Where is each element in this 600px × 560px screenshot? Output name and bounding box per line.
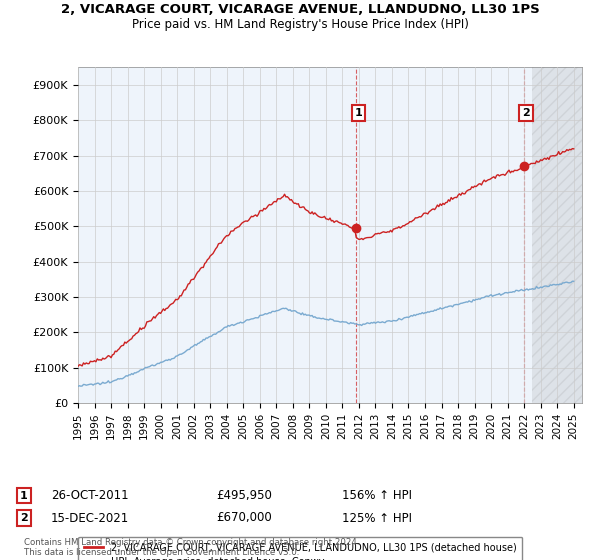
Bar bbox=[532, 67, 582, 403]
Text: £495,950: £495,950 bbox=[216, 489, 272, 502]
Text: 1: 1 bbox=[355, 108, 362, 118]
Legend: 2, VICARAGE COURT, VICARAGE AVENUE, LLANDUDNO, LL30 1PS (detached house), HPI: A: 2, VICARAGE COURT, VICARAGE AVENUE, LLAN… bbox=[78, 536, 523, 560]
Text: 156% ↑ HPI: 156% ↑ HPI bbox=[342, 489, 412, 502]
Text: 2: 2 bbox=[20, 513, 28, 523]
Text: 26-OCT-2011: 26-OCT-2011 bbox=[51, 489, 128, 502]
Text: 1: 1 bbox=[20, 491, 28, 501]
Text: 15-DEC-2021: 15-DEC-2021 bbox=[51, 511, 129, 525]
Text: 2: 2 bbox=[522, 108, 530, 118]
Text: Price paid vs. HM Land Registry's House Price Index (HPI): Price paid vs. HM Land Registry's House … bbox=[131, 18, 469, 31]
Text: 2, VICARAGE COURT, VICARAGE AVENUE, LLANDUDNO, LL30 1PS: 2, VICARAGE COURT, VICARAGE AVENUE, LLAN… bbox=[61, 3, 539, 16]
Text: £670,000: £670,000 bbox=[216, 511, 272, 525]
Text: 125% ↑ HPI: 125% ↑ HPI bbox=[342, 511, 412, 525]
Text: Contains HM Land Registry data © Crown copyright and database right 2024.
This d: Contains HM Land Registry data © Crown c… bbox=[24, 538, 359, 557]
